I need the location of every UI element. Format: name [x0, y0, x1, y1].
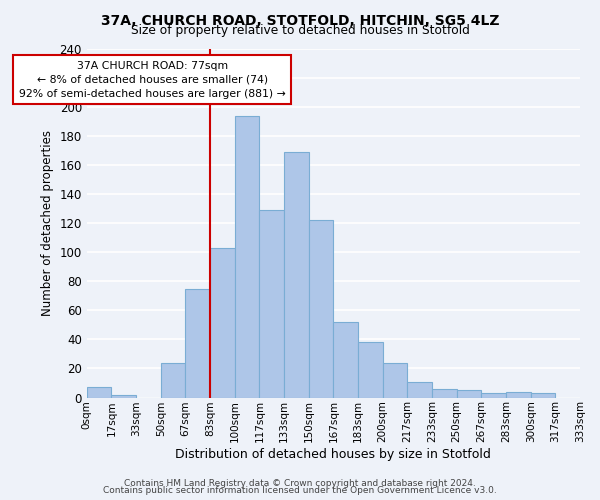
Bar [383, 362, 407, 398]
Bar [259, 210, 284, 398]
Bar [481, 393, 506, 398]
Text: 37A, CHURCH ROAD, STOTFOLD, HITCHIN, SG5 4LZ: 37A, CHURCH ROAD, STOTFOLD, HITCHIN, SG5… [101, 14, 499, 28]
Bar [185, 288, 210, 398]
Text: Size of property relative to detached houses in Stotfold: Size of property relative to detached ho… [131, 24, 469, 37]
Bar [334, 322, 358, 398]
Text: Contains public sector information licensed under the Open Government Licence v3: Contains public sector information licen… [103, 486, 497, 495]
Bar [358, 342, 383, 398]
Bar [235, 116, 259, 398]
Bar [284, 152, 309, 398]
Bar [457, 390, 481, 398]
Bar [112, 394, 136, 398]
Bar [407, 382, 432, 398]
Bar [210, 248, 235, 398]
Bar [87, 388, 112, 398]
Bar [506, 392, 530, 398]
Bar [309, 220, 334, 398]
X-axis label: Distribution of detached houses by size in Stotfold: Distribution of detached houses by size … [175, 448, 491, 461]
Text: Contains HM Land Registry data © Crown copyright and database right 2024.: Contains HM Land Registry data © Crown c… [124, 478, 476, 488]
Bar [432, 389, 457, 398]
Bar [530, 393, 556, 398]
Y-axis label: Number of detached properties: Number of detached properties [41, 130, 54, 316]
Text: 37A CHURCH ROAD: 77sqm
← 8% of detached houses are smaller (74)
92% of semi-deta: 37A CHURCH ROAD: 77sqm ← 8% of detached … [19, 60, 286, 98]
Bar [161, 362, 185, 398]
